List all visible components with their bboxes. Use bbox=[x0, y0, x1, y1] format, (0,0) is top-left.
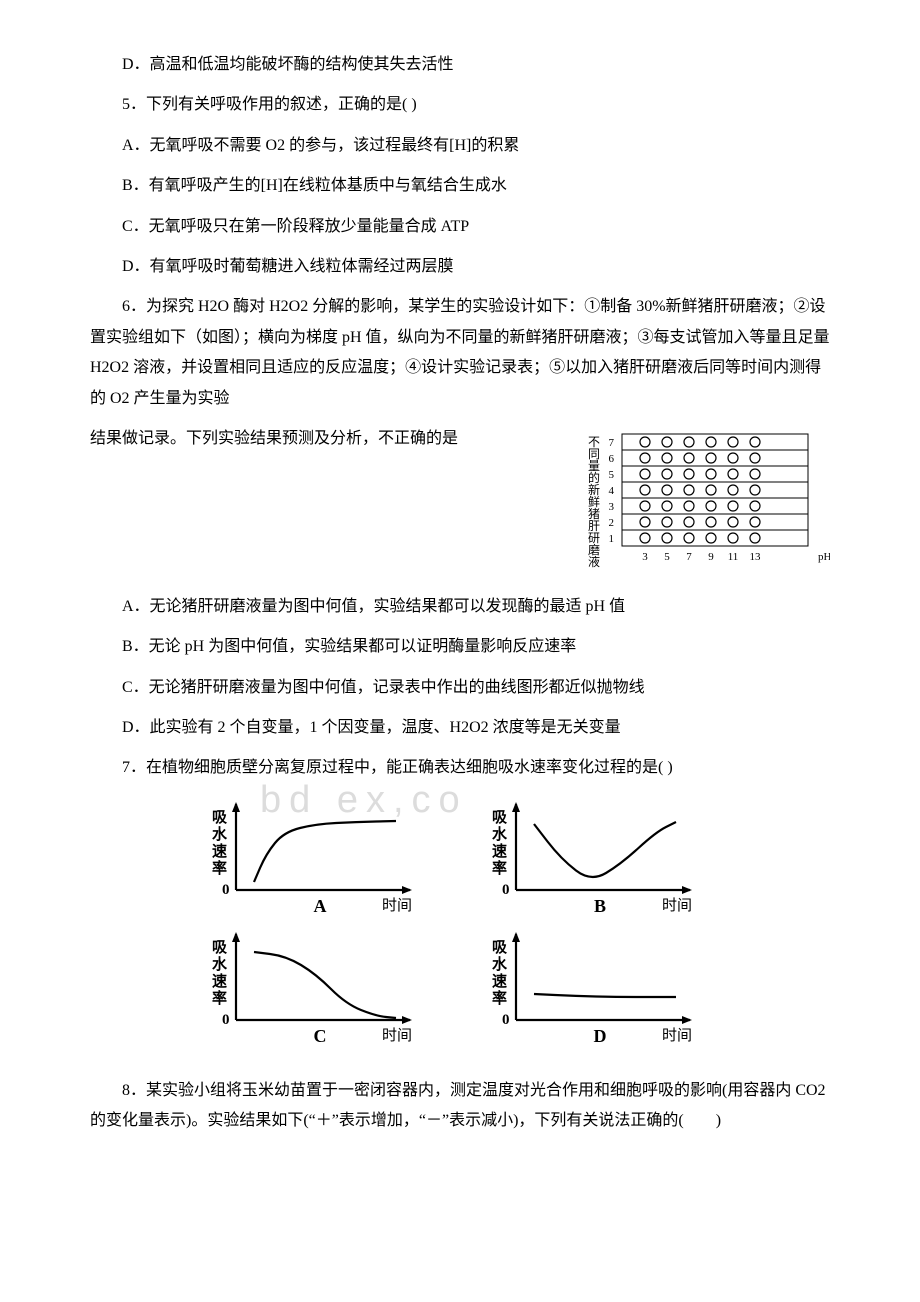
svg-text:水: 水 bbox=[492, 825, 508, 843]
q6-stem: 6．为探究 H2O 酶对 H2O2 分解的影响，某学生的实验设计如下：①制备 3… bbox=[90, 292, 830, 414]
svg-text:A: A bbox=[314, 896, 327, 916]
q5-stem: 5．下列有关呼吸作用的叙述，正确的是( ) bbox=[90, 90, 830, 120]
svg-text:2: 2 bbox=[609, 517, 615, 529]
svg-text:0: 0 bbox=[222, 1012, 230, 1028]
svg-text:速: 速 bbox=[212, 972, 227, 990]
document-page: D．高温和低温均能破坏酶的结构使其失去活性 5．下列有关呼吸作用的叙述，正确的是… bbox=[0, 0, 920, 1207]
q5-option-b: B．有氧呼吸产生的[H]在线粒体基质中与氧结合生成水 bbox=[90, 171, 830, 201]
svg-text:7: 7 bbox=[686, 551, 692, 563]
svg-text:时间: 时间 bbox=[382, 1027, 412, 1044]
q6-block: 6．为探究 H2O 酶对 H2O2 分解的影响，某学生的实验设计如下：①制备 3… bbox=[90, 292, 830, 582]
q5-option-c: C．无氧呼吸只在第一阶段释放少量能量合成 ATP bbox=[90, 212, 830, 242]
q4-option-d: D．高温和低温均能破坏酶的结构使其失去活性 bbox=[90, 50, 830, 80]
svg-text:速: 速 bbox=[212, 842, 227, 860]
svg-text:5: 5 bbox=[664, 551, 670, 563]
q6-grid-svg: 不同量的新鲜猪肝研磨液765432135791113pH bbox=[580, 428, 830, 578]
svg-text:1: 1 bbox=[609, 533, 615, 545]
q7-stem: 7．在植物细胞质壁分离复原过程中，能正确表达细胞吸水速率变化过程的是( ) bbox=[90, 753, 830, 783]
svg-text:D: D bbox=[594, 1026, 607, 1046]
svg-text:5: 5 bbox=[609, 469, 615, 481]
svg-text:速: 速 bbox=[492, 842, 507, 860]
svg-text:B: B bbox=[594, 896, 606, 916]
q5-option-d: D．有氧呼吸时葡萄糖进入线粒体需经过两层膜 bbox=[90, 252, 830, 282]
svg-text:0: 0 bbox=[222, 882, 230, 898]
svg-text:水: 水 bbox=[212, 825, 228, 843]
q6-option-c: C．无论猪肝研磨液量为图中何值，记录表中作出的曲线图形都近似抛物线 bbox=[90, 673, 830, 703]
svg-text:C: C bbox=[314, 1026, 327, 1046]
svg-text:11: 11 bbox=[728, 551, 739, 563]
svg-text:率: 率 bbox=[492, 859, 507, 877]
svg-text:吸: 吸 bbox=[492, 939, 508, 956]
svg-text:0: 0 bbox=[502, 882, 510, 898]
svg-text:时间: 时间 bbox=[382, 897, 412, 914]
q6-options-wrap: bd ex,co A．无论猪肝研磨液量为图中何值，实验结果都可以发现酶的最适 p… bbox=[90, 592, 830, 744]
svg-text:吸: 吸 bbox=[212, 939, 228, 956]
svg-text:水: 水 bbox=[492, 955, 508, 973]
svg-text:7: 7 bbox=[609, 437, 615, 449]
svg-text:3: 3 bbox=[642, 551, 648, 563]
q5-option-a: A．无氧呼吸不需要 O2 的参与，该过程最终有[H]的积累 bbox=[90, 131, 830, 161]
q8-stem: 8．某实验小组将玉米幼苗置于一密闭容器内，测定温度对光合作用和细胞呼吸的影响(用… bbox=[90, 1076, 830, 1137]
svg-text:率: 率 bbox=[492, 989, 507, 1007]
svg-text:6: 6 bbox=[609, 453, 615, 465]
svg-text:水: 水 bbox=[212, 955, 228, 973]
svg-text:速: 速 bbox=[492, 972, 507, 990]
svg-text:4: 4 bbox=[609, 485, 615, 497]
svg-text:时间: 时间 bbox=[662, 897, 692, 914]
q6-option-a: A．无论猪肝研磨液量为图中何值，实验结果都可以发现酶的最适 pH 值 bbox=[90, 592, 830, 622]
q7-figure: 吸水速率0时间A吸水速率0时间B吸水速率0时间C吸水速率0时间D bbox=[180, 796, 740, 1056]
svg-text:吸: 吸 bbox=[212, 809, 228, 826]
svg-text:9: 9 bbox=[708, 551, 714, 563]
svg-text:液: 液 bbox=[588, 554, 600, 569]
svg-text:3: 3 bbox=[609, 501, 615, 513]
svg-text:率: 率 bbox=[212, 859, 227, 877]
svg-text:率: 率 bbox=[212, 989, 227, 1007]
svg-text:pH: pH bbox=[818, 551, 830, 563]
svg-text:13: 13 bbox=[750, 551, 762, 563]
svg-text:吸: 吸 bbox=[492, 809, 508, 826]
q6-option-b: B．无论 pH 为图中何值，实验结果都可以证明酶量影响反应速率 bbox=[90, 632, 830, 662]
svg-text:时间: 时间 bbox=[662, 1027, 692, 1044]
q7-charts-svg: 吸水速率0时间A吸水速率0时间B吸水速率0时间C吸水速率0时间D bbox=[180, 796, 740, 1056]
q6-figure: 不同量的新鲜猪肝研磨液765432135791113pH bbox=[580, 428, 830, 578]
svg-text:0: 0 bbox=[502, 1012, 510, 1028]
q6-option-d: D．此实验有 2 个自变量，1 个因变量，温度、H2O2 浓度等是无关变量 bbox=[90, 713, 830, 743]
